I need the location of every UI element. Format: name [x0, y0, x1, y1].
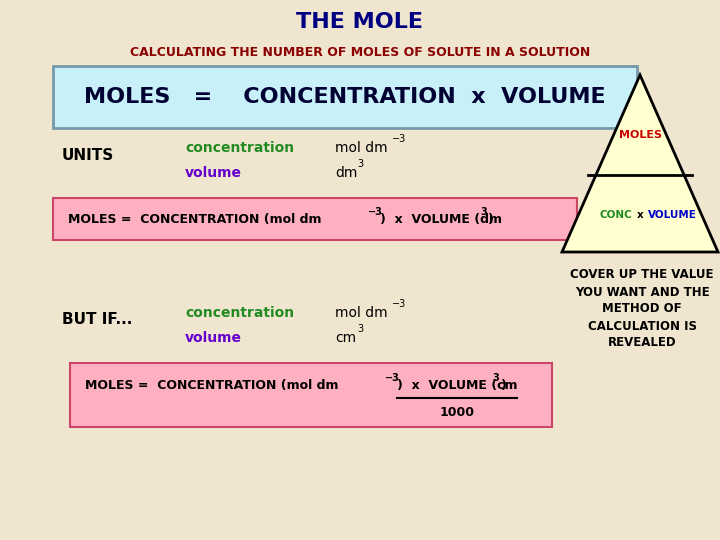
- Text: BUT IF...: BUT IF...: [62, 313, 132, 327]
- Text: 1000: 1000: [439, 406, 474, 419]
- Text: concentration: concentration: [185, 306, 294, 320]
- Text: REVEALED: REVEALED: [608, 336, 676, 349]
- Text: cm: cm: [335, 331, 356, 345]
- Text: CALCULATION IS: CALCULATION IS: [588, 320, 696, 333]
- Text: mol dm: mol dm: [335, 306, 387, 320]
- Polygon shape: [562, 75, 718, 252]
- Text: 3: 3: [357, 324, 363, 334]
- Text: ): ): [501, 379, 507, 392]
- Text: CONC: CONC: [600, 210, 632, 220]
- Text: mol dm: mol dm: [335, 141, 387, 155]
- Text: METHOD OF: METHOD OF: [602, 302, 682, 315]
- Text: volume: volume: [185, 331, 242, 345]
- Text: MOLES =  CONCENTRATION (mol dm: MOLES = CONCENTRATION (mol dm: [68, 213, 322, 226]
- Text: COVER UP THE VALUE: COVER UP THE VALUE: [570, 268, 714, 281]
- Text: )  x  VOLUME (dm: ) x VOLUME (dm: [380, 213, 502, 226]
- Text: −3: −3: [392, 134, 406, 144]
- Text: THE MOLE: THE MOLE: [297, 12, 423, 32]
- Text: )  x  VOLUME (cm: ) x VOLUME (cm: [397, 379, 518, 392]
- Text: UNITS: UNITS: [62, 147, 114, 163]
- FancyBboxPatch shape: [53, 198, 577, 240]
- Text: MOLES =  CONCENTRATION (mol dm: MOLES = CONCENTRATION (mol dm: [85, 379, 338, 392]
- Text: 3: 3: [492, 373, 499, 383]
- Text: x: x: [636, 210, 644, 220]
- Text: 3: 3: [480, 207, 487, 217]
- Text: YOU WANT AND THE: YOU WANT AND THE: [575, 286, 709, 299]
- Text: MOLES   =    CONCENTRATION  x  VOLUME: MOLES = CONCENTRATION x VOLUME: [84, 87, 606, 107]
- Text: −3: −3: [368, 207, 383, 217]
- Text: −3: −3: [392, 299, 406, 309]
- Text: volume: volume: [185, 166, 242, 180]
- Text: −3: −3: [385, 373, 400, 383]
- Text: concentration: concentration: [185, 141, 294, 155]
- FancyBboxPatch shape: [53, 66, 637, 128]
- FancyBboxPatch shape: [70, 363, 552, 427]
- Text: 3: 3: [357, 159, 363, 169]
- Text: VOLUME: VOLUME: [647, 210, 696, 220]
- Text: CALCULATING THE NUMBER OF MOLES OF SOLUTE IN A SOLUTION: CALCULATING THE NUMBER OF MOLES OF SOLUT…: [130, 45, 590, 58]
- Text: ): ): [488, 213, 494, 226]
- Text: dm: dm: [335, 166, 357, 180]
- Text: MOLES: MOLES: [618, 130, 662, 140]
